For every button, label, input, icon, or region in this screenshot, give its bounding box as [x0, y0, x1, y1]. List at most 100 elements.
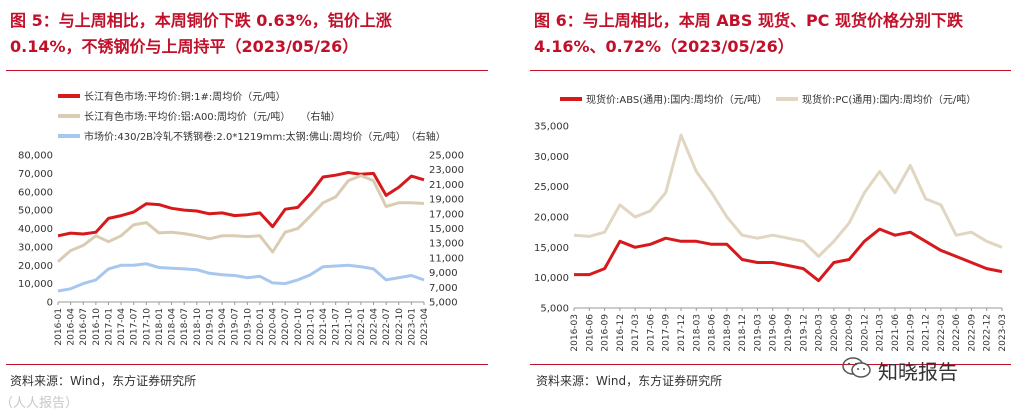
x-tick-label: 2019-04 — [218, 308, 228, 346]
x-tick-label: 2022-09 — [967, 314, 977, 352]
y-tick-label-right: 17,000 — [429, 209, 464, 220]
y-tick-label-left: 20,000 — [18, 261, 53, 272]
left-legend-item-aluminum: 长江有色市场:平均价:铝:A00:周均价（元/吨） （右轴） — [58, 108, 340, 123]
left-line-chart: 0 10,000 20,000 30,000 40,000 50,000 60,000 70,… — [18, 151, 464, 346]
left-source-note: 资料来源：Wind，东方证券研究所 — [10, 374, 197, 388]
y-tick-label-right: 11,000 — [429, 253, 464, 264]
x-tick-label: 2017-09 — [662, 314, 672, 352]
x-tick-label: 2016-07 — [79, 308, 89, 346]
left-title-line1: 图 5：与上周相比，本周铜价下跌 0.63%，铝价上涨 — [10, 11, 392, 30]
y-tick-label-right: 7,000 — [429, 283, 458, 294]
x-tick-label: 2017-12 — [677, 314, 687, 352]
series-line — [574, 227, 1003, 283]
x-tick-label: 2017-06 — [646, 314, 656, 352]
left-figure-panel: 图 5：与上周相比，本周铜价下跌 0.63%，铝价上涨 0.14%，不锈钢价与上… — [6, 0, 496, 412]
x-tick-label: 2018-12 — [738, 314, 748, 352]
x-tick-label: 2020-04 — [269, 308, 279, 346]
x-tick-label: 2018-01 — [155, 308, 165, 346]
y-tick-label-left: 0 — [47, 298, 53, 309]
y-tick-label-left: 5,000 — [540, 304, 569, 315]
series-line — [57, 174, 425, 263]
x-tick-label: 2023-03 — [998, 314, 1008, 352]
watermark-text: 知晓报告 — [878, 360, 958, 384]
y-tick-label-right: 9,000 — [429, 268, 458, 279]
y-tick-label-right: 25,000 — [429, 151, 464, 162]
x-tick-label: 2019-01 — [205, 308, 215, 346]
y-tick-label-left: 30,000 — [534, 152, 569, 163]
x-tick-label: 2018-10 — [193, 308, 203, 346]
x-tick-label: 2021-06 — [891, 314, 901, 352]
x-tick-label: 2022-07 — [382, 308, 392, 346]
y-tick-label-right: 23,000 — [429, 165, 464, 176]
legend-label: 现货价:PC(通用):国内:周均价（元/吨） — [802, 95, 977, 106]
x-tick-label: 2017-03 — [631, 314, 641, 352]
y-tick-label-left: 10,000 — [534, 273, 569, 284]
x-tick-label: 2017-04 — [117, 308, 127, 346]
x-tick-label: 2016-06 — [585, 314, 595, 352]
x-tick-label: 2021-10 — [344, 308, 354, 346]
wechat-logo-icon — [842, 357, 871, 378]
y-tick-label-left: 35,000 — [534, 122, 569, 133]
x-tick-label: 2022-12 — [983, 314, 993, 352]
x-tick-label: 2016-01 — [54, 308, 64, 346]
y-tick-label-left: 60,000 — [18, 187, 53, 198]
y-tick-label-left: 30,000 — [18, 242, 53, 253]
x-tick-label: 2018-06 — [708, 314, 718, 352]
y-tick-label-left: 70,000 — [18, 169, 53, 180]
y-tick-label-right: 21,000 — [429, 180, 464, 191]
y-tick-label-right: 13,000 — [429, 239, 464, 250]
right-title-line2: 4.16%、0.72%（2023/05/26） — [534, 37, 794, 56]
right-bottom-rule — [530, 364, 1011, 365]
x-tick-label: 2019-07 — [231, 308, 241, 346]
left-title-rule — [6, 70, 488, 71]
right-figure-title: 图 6：与上周相比，本周 ABS 现货、PC 现货价格分别下跌 4.16%、0.… — [534, 8, 1011, 60]
legend-label: 长江有色市场:平均价:铜:1#:周均价（元/吨） — [84, 92, 286, 103]
legend-swatch — [58, 133, 80, 138]
x-tick-label: 2020-09 — [845, 314, 855, 352]
x-tick-label: 2020-10 — [294, 308, 304, 346]
x-tick-label: 2022-03 — [937, 314, 947, 352]
bottom-watermark-text: （人人报告） — [0, 396, 79, 411]
left-legend-item-stainless: 市场价:430/2B冷轧不锈钢卷:2.0*1219mm:太钢:佛山:周均价（元/… — [58, 128, 446, 143]
y-tick-label-right: 19,000 — [429, 195, 464, 206]
x-tick-label: 2018-04 — [168, 308, 178, 346]
right-figure-panel: 图 6：与上周相比，本周 ABS 现货、PC 现货价格分别下跌 4.16%、0.… — [530, 0, 1011, 412]
x-tick-label: 2017-01 — [104, 308, 114, 346]
legend-swatch — [58, 113, 80, 118]
y-tick-label-left: 15,000 — [534, 243, 569, 254]
left-title-line2: 0.14%，不锈钢价与上周持平（2023/05/26） — [10, 37, 359, 56]
x-tick-label: 2023-04 — [420, 308, 430, 346]
x-tick-label: 2020-01 — [256, 308, 266, 346]
right-source-note: 资料来源：Wind，东方证券研究所 — [536, 374, 723, 388]
x-tick-label: 2016-10 — [92, 308, 102, 346]
left-figure-title: 图 5：与上周相比，本周铜价下跌 0.63%，铝价上涨 0.14%，不锈钢价与上… — [10, 8, 490, 60]
y-tick-label-right: 5,000 — [429, 298, 458, 309]
left-bottom-rule — [6, 364, 488, 365]
x-tick-label: 2016-04 — [67, 308, 77, 346]
x-tick-label: 2017-07 — [130, 308, 140, 346]
y-tick-label-right: 15,000 — [429, 224, 464, 235]
right-legend-item-abs: 现货价:ABS(通用):国内:周均价（元/吨） — [560, 91, 767, 106]
x-tick-label: 2019-12 — [799, 314, 809, 352]
x-tick-label: 2021-07 — [332, 308, 342, 346]
x-tick-label: 2016-12 — [616, 314, 626, 352]
x-tick-label: 2019-03 — [753, 314, 763, 352]
y-tick-label-left: 80,000 — [18, 151, 53, 162]
legend-label: 市场价:430/2B冷轧不锈钢卷:2.0*1219mm:太钢:佛山:周均价（元/… — [84, 132, 446, 143]
x-tick-label: 2018-07 — [180, 308, 190, 346]
legend-swatch — [560, 96, 582, 101]
legend-swatch — [776, 96, 798, 101]
x-tick-label: 2021-03 — [876, 314, 886, 352]
x-tick-label: 2020-07 — [281, 308, 291, 346]
right-title-rule — [530, 70, 1011, 71]
x-tick-label: 2021-09 — [906, 314, 916, 352]
x-tick-label: 2023-01 — [407, 308, 417, 346]
x-tick-label: 2022-10 — [395, 308, 405, 346]
x-tick-label: 2019-10 — [243, 308, 253, 346]
y-tick-label-left: 10,000 — [18, 279, 53, 290]
legend-swatch — [58, 93, 80, 98]
x-tick-label: 2022-04 — [370, 308, 380, 346]
legend-label: 长江有色市场:平均价:铝:A00:周均价（元/吨） （右轴） — [84, 112, 341, 123]
series-line — [57, 262, 425, 293]
x-tick-label: 2020-12 — [860, 314, 870, 352]
